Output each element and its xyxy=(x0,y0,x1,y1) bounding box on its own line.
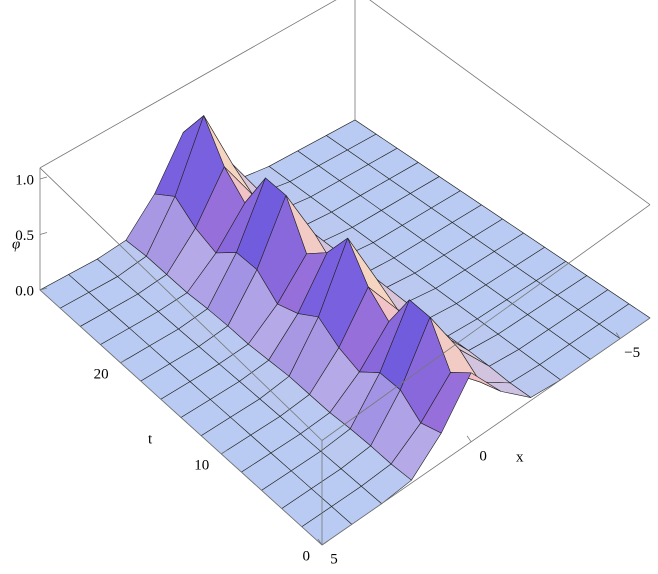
x-tick xyxy=(615,332,621,339)
z-tick xyxy=(39,176,48,180)
z-tick xyxy=(39,232,48,235)
z-tick-label: 0.0 xyxy=(15,283,34,299)
z-tick-label: 1.0 xyxy=(15,172,34,188)
box-edge xyxy=(321,204,651,441)
box-edge xyxy=(39,167,323,441)
x-tick-label: −5 xyxy=(624,345,640,361)
t-axis-label: t xyxy=(148,431,153,447)
t-tick-label: 10 xyxy=(194,457,209,473)
box-edge xyxy=(321,317,651,546)
box-front: 0.0 0.5 1.0 0 10 20 5 0 −5 xyxy=(15,167,651,567)
z-tick xyxy=(39,287,48,291)
t-tick xyxy=(221,449,228,455)
box-edge xyxy=(39,0,337,169)
z-tick-label: 0.5 xyxy=(15,228,34,244)
box-edge xyxy=(39,289,323,546)
x-tick xyxy=(317,538,323,546)
surface xyxy=(39,115,651,546)
x-tick-label: 5 xyxy=(330,551,338,567)
t-tick-label: 0 xyxy=(303,548,311,564)
z-axis-label: φ xyxy=(12,236,20,252)
t-tick xyxy=(321,540,329,546)
x-tick-label: 0 xyxy=(479,448,487,464)
box-edge xyxy=(369,0,651,206)
t-tick-label: 20 xyxy=(94,366,109,382)
x-axis-label: x xyxy=(516,449,524,465)
x-tick xyxy=(466,435,472,443)
t-tick xyxy=(120,358,127,364)
